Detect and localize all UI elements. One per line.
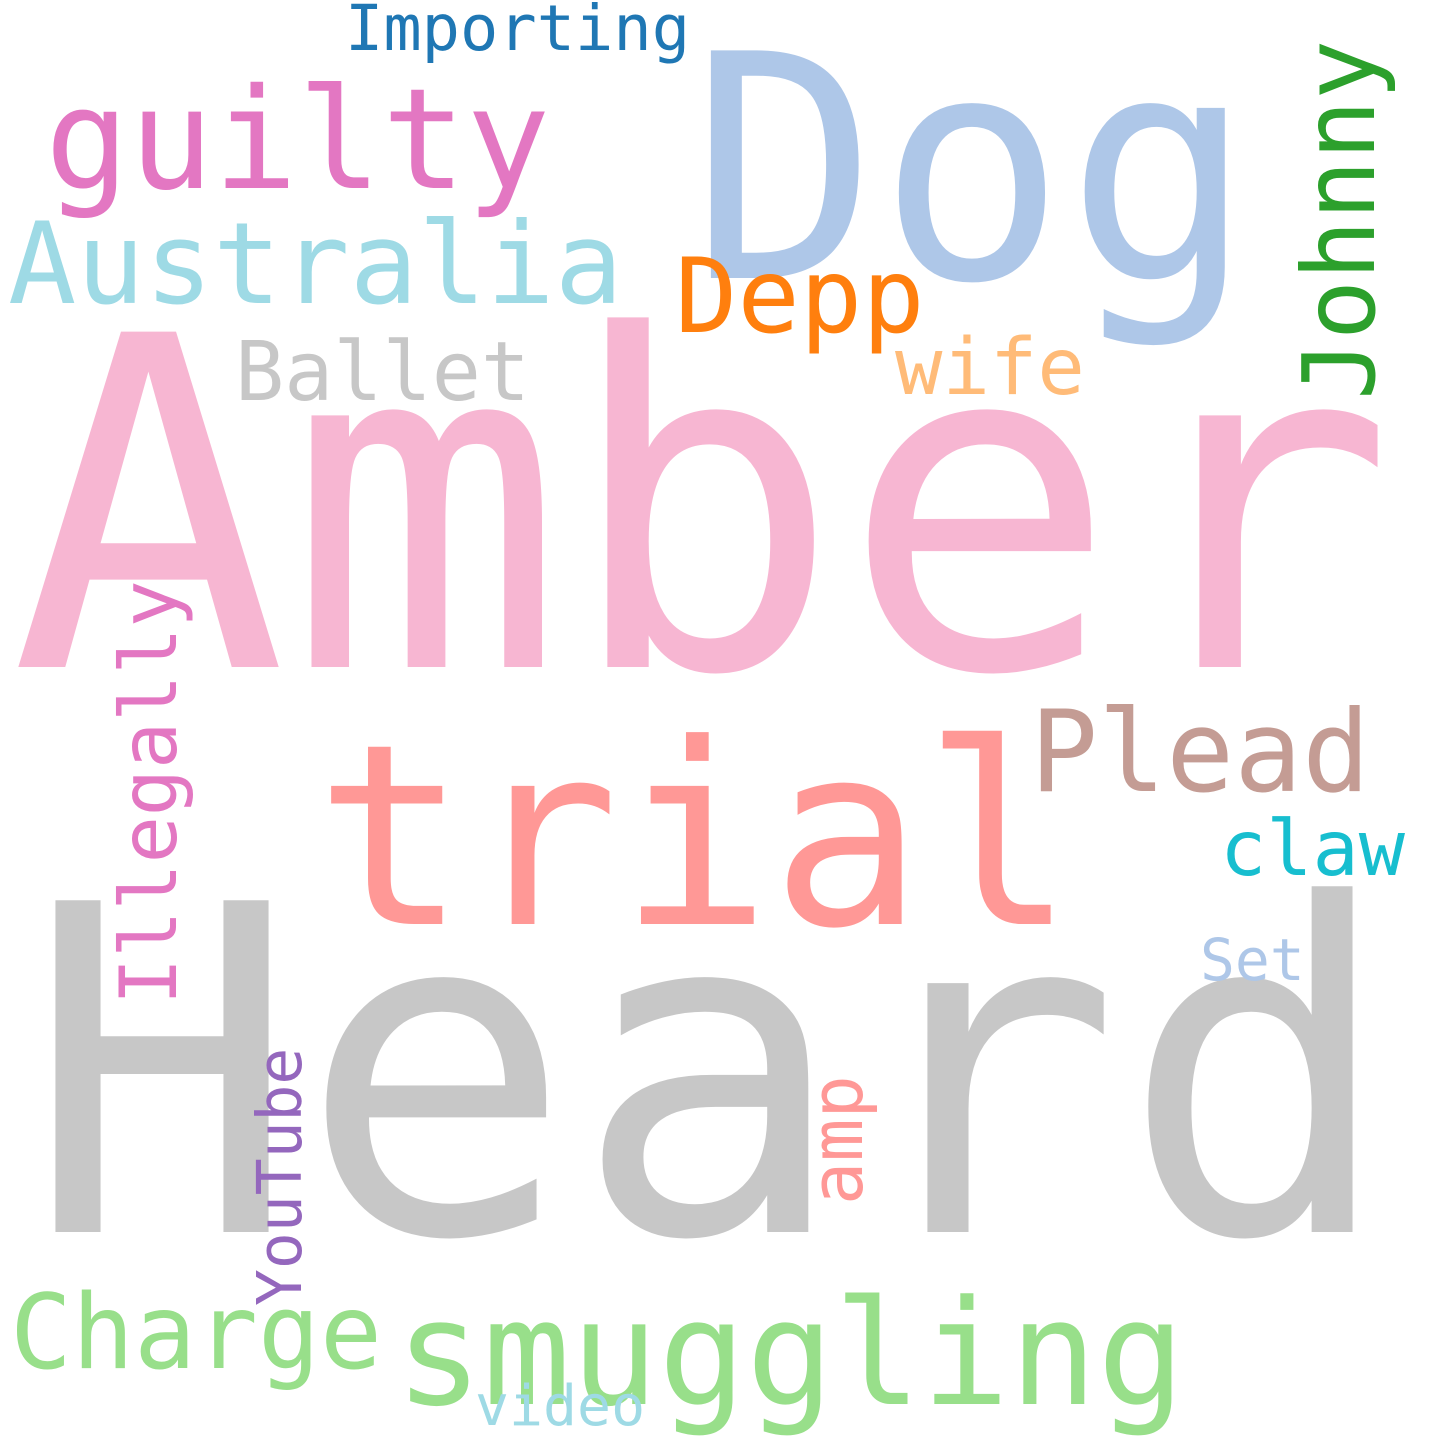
word-guilty: guilty bbox=[45, 58, 551, 221]
word-claw: claw bbox=[1220, 804, 1405, 894]
word-amber: Amber bbox=[10, 239, 1396, 776]
word-set: Set bbox=[1200, 926, 1305, 994]
word-johnny: Johnny bbox=[1281, 39, 1398, 400]
word-trial: trial bbox=[315, 690, 1076, 984]
word-plead: Plead bbox=[1030, 686, 1371, 818]
word-amp: amp bbox=[794, 1075, 879, 1205]
word-charge: Charge bbox=[10, 1272, 383, 1393]
word-dog: Dog bbox=[690, 0, 1254, 352]
word-importing: Importing bbox=[345, 0, 691, 66]
word-depp: Depp bbox=[675, 236, 925, 357]
word-illegally: Illegally bbox=[104, 580, 195, 1005]
word-youtube: YouTube bbox=[244, 1047, 316, 1306]
word-smuggling: smuggling bbox=[395, 1270, 1185, 1439]
word-heard: Heard bbox=[25, 810, 1395, 1340]
word-wife: wife bbox=[895, 321, 1085, 413]
word-video: video bbox=[475, 1374, 646, 1439]
word-ballet: Ballet bbox=[235, 324, 531, 420]
word-australia: Australia bbox=[8, 198, 623, 330]
